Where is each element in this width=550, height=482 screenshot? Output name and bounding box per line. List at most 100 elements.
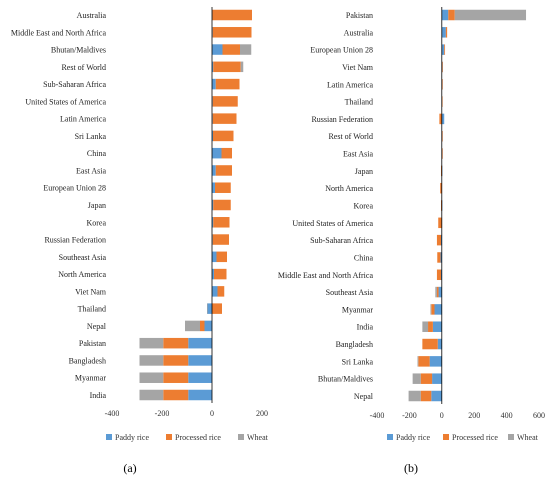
category-label: Sub-Saharan Africa bbox=[310, 236, 373, 245]
bar-segment-paddy bbox=[440, 252, 442, 263]
bar-segment-processed bbox=[442, 61, 443, 73]
legend-label-paddy: Paddy rice bbox=[115, 433, 149, 442]
bar-segment-wheat bbox=[139, 337, 164, 349]
category-label: Korea bbox=[86, 218, 106, 227]
bar-segment-processed bbox=[163, 355, 189, 366]
bar-segment-paddy bbox=[188, 389, 212, 401]
bar-segment-paddy bbox=[437, 338, 442, 350]
category-label: Australia bbox=[77, 11, 107, 20]
category-label: Bhutan/Maldives bbox=[51, 46, 106, 55]
x-tick-label: 600 bbox=[533, 411, 545, 420]
bar-segment-wheat bbox=[207, 303, 208, 314]
bar-segment-processed bbox=[212, 27, 252, 38]
x-tick-label: 0 bbox=[440, 411, 444, 420]
bar-segment-processed bbox=[442, 79, 443, 90]
legend-label-processed: Processed rice bbox=[175, 433, 221, 442]
bar-segment-processed bbox=[215, 165, 232, 176]
bar-segment-paddy bbox=[204, 320, 212, 332]
category-label: Japan bbox=[355, 167, 373, 176]
category-label: Myanmar bbox=[75, 374, 106, 383]
bar-segment-paddy bbox=[441, 113, 445, 125]
legend-swatch-wheat bbox=[238, 434, 244, 440]
bar-segment-processed bbox=[200, 320, 205, 332]
bar-segment-paddy bbox=[188, 372, 212, 383]
bar-segment-paddy bbox=[212, 165, 216, 176]
bar-segment-processed bbox=[212, 234, 229, 245]
bar-segment-paddy bbox=[432, 373, 442, 384]
bar-segment-processed bbox=[438, 217, 442, 229]
bar-segment-paddy bbox=[212, 130, 213, 142]
bar-segment-paddy bbox=[212, 286, 218, 297]
x-tick-label: 400 bbox=[501, 411, 513, 420]
bar-segment-paddy bbox=[212, 199, 214, 211]
bar-segment-wheat bbox=[435, 286, 437, 298]
x-tick-label: 200 bbox=[256, 409, 268, 418]
bar-segment-processed bbox=[217, 286, 225, 297]
category-label: China bbox=[354, 253, 374, 262]
bar-segment-wheat bbox=[417, 356, 419, 367]
bar-segment-wheat bbox=[412, 373, 421, 384]
legend-label-paddy: Paddy rice bbox=[396, 433, 430, 442]
category-label: Latin America bbox=[327, 80, 373, 89]
bar-segment-paddy bbox=[441, 44, 445, 55]
x-tick-label: 200 bbox=[468, 411, 480, 420]
bar-segment-wheat bbox=[240, 61, 244, 73]
bar-segment-wheat bbox=[240, 44, 252, 55]
bar-segment-processed bbox=[440, 200, 442, 211]
bar-segment-wheat bbox=[422, 321, 429, 332]
category-label: China bbox=[87, 149, 107, 158]
bar-segment-paddy bbox=[212, 217, 214, 228]
category-label: North America bbox=[325, 184, 373, 193]
category-label: Middle East and North Africa bbox=[11, 28, 107, 37]
bar-segment-processed bbox=[215, 78, 240, 90]
legend-swatch-processed bbox=[166, 434, 172, 440]
bar-segment-processed bbox=[215, 182, 231, 193]
bar-segment-paddy bbox=[212, 44, 223, 55]
bar-segment-processed bbox=[431, 304, 435, 315]
bar-segment-wheat bbox=[139, 372, 164, 383]
legend-swatch-processed bbox=[443, 434, 449, 440]
category-label: Bhutan/Maldives bbox=[318, 375, 373, 384]
bar-segment-processed bbox=[163, 389, 189, 401]
category-label: India bbox=[90, 391, 107, 400]
bar-segment-paddy bbox=[207, 303, 212, 314]
chart-panel-a: Australia Middle East and North Africa Bhu… bbox=[11, 7, 268, 418]
bar-segment-paddy bbox=[441, 27, 446, 38]
category-label: Viet Nam bbox=[342, 63, 374, 72]
bar-segment-processed bbox=[163, 372, 189, 383]
bar-segment-paddy bbox=[431, 390, 442, 402]
bar-segment-wheat bbox=[408, 390, 421, 402]
legend-a: Paddy rice Processed rice Wheat bbox=[106, 433, 269, 442]
category-label: Thailand bbox=[78, 305, 106, 314]
x-tick-label: 0 bbox=[210, 409, 214, 418]
category-label: Middle East and North Africa bbox=[278, 271, 374, 280]
bar-segment-processed bbox=[437, 252, 441, 263]
bar-segment-processed bbox=[442, 130, 443, 142]
bar-segment-processed bbox=[163, 337, 189, 349]
legend-label-processed: Processed rice bbox=[452, 433, 498, 442]
bar-segment-processed bbox=[216, 251, 227, 263]
category-label: Bangladesh bbox=[69, 356, 106, 365]
category-label: Thailand bbox=[345, 98, 373, 107]
legend-label-wheat: Wheat bbox=[247, 433, 269, 442]
category-label: Sri Lanka bbox=[342, 357, 374, 366]
chart-panel-b: Pakistan Australia European Union 28 Viet N… bbox=[278, 7, 545, 420]
category-label: India bbox=[357, 323, 374, 332]
bar-segment-processed bbox=[214, 268, 227, 280]
category-label: Southeast Asia bbox=[59, 253, 107, 262]
category-label: Australia bbox=[344, 28, 374, 37]
bar-segment-processed bbox=[418, 356, 430, 367]
bar-segment-processed bbox=[213, 130, 234, 142]
bar-segment-processed bbox=[436, 234, 441, 246]
category-label: Sri Lanka bbox=[75, 132, 107, 141]
legend-swatch-paddy bbox=[387, 434, 393, 440]
category-label: Pakistan bbox=[79, 339, 106, 348]
bar-segment-paddy bbox=[440, 269, 442, 281]
category-label: Rest of World bbox=[328, 132, 373, 141]
category-label: United States of America bbox=[25, 97, 106, 106]
bar-segment-paddy bbox=[432, 321, 442, 332]
bar-segment-paddy bbox=[188, 337, 212, 349]
bar-segment-paddy bbox=[212, 147, 222, 159]
x-tick-label: -200 bbox=[402, 411, 417, 420]
